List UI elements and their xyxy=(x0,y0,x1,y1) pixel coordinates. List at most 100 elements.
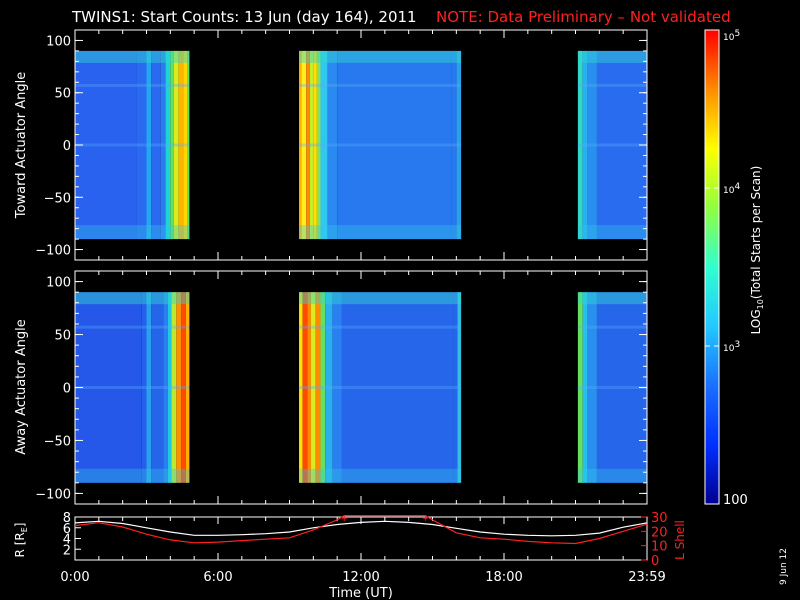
mid-segment-0-stripe-0 xyxy=(75,292,142,483)
mid-segment-1-stripe-2 xyxy=(307,292,311,483)
top-ytick-label-4: −100 xyxy=(35,244,71,259)
top-segment-1-stripe-1 xyxy=(301,50,307,240)
bot-ytick-label-0: 2 xyxy=(63,543,71,558)
bot-ytick-r-label-3: 30 xyxy=(651,511,668,526)
mid-segment-0-stripe-7 xyxy=(176,292,182,483)
mid-segment-1-stripe-10 xyxy=(457,292,462,483)
mid-edge-bottom-1 xyxy=(299,468,462,483)
mid-segment-0-stripe-8 xyxy=(181,292,186,483)
top-segment-2-stripe-3 xyxy=(596,50,647,240)
top-ytick-label-0: 100 xyxy=(46,34,71,49)
mid-ytick-label-2: 0 xyxy=(63,382,71,397)
mid-segment-0-stripe-1 xyxy=(141,292,147,483)
top-edge-bottom-0 xyxy=(75,225,190,240)
mid-segment-2-stripe-0 xyxy=(577,292,583,483)
mid-segment-2-stripe-2 xyxy=(587,292,597,483)
mid-segment-1-stripe-8 xyxy=(341,292,454,483)
top-ytick-label-2: 0 xyxy=(63,139,71,154)
top-band-0-0 xyxy=(75,143,190,147)
bot-xtick-label-3: 18:00 xyxy=(485,570,522,585)
heatmap-panel-middle: 100 50 0 −50 −100 Away Actuator Angle xyxy=(14,270,648,505)
side-date: 9 Jun 12 xyxy=(779,548,789,585)
ylabel-away: Away Actuator Angle xyxy=(14,319,29,454)
mid-segment-1-stripe-9 xyxy=(453,292,458,483)
top-segment-1-stripe-4 xyxy=(313,50,317,240)
chart-title: TWINS1: Start Counts: 13 Jun (day 164), … xyxy=(71,8,417,26)
top-segment-0-stripe-0 xyxy=(75,50,137,240)
bot-ytick-r-label-2: 20 xyxy=(651,525,668,540)
top-segment-2-stripe-0 xyxy=(577,50,583,240)
top-ytick-label-3: −50 xyxy=(44,191,71,206)
top-segment-1-stripe-9 xyxy=(451,50,457,240)
mid-edge-top-1 xyxy=(299,292,462,305)
top-segment-1-stripe-3 xyxy=(309,50,314,240)
top-segment-0-stripe-10 xyxy=(187,50,190,240)
top-band-2-0 xyxy=(577,143,647,147)
mid-edge-bottom-0 xyxy=(75,468,190,483)
mid-segment-2-stripe-1 xyxy=(582,292,588,483)
bot-ytick-r-label-0: 0 xyxy=(651,554,659,569)
top-segment-1-stripe-2 xyxy=(306,50,310,240)
top-segment-0-stripe-4 xyxy=(160,50,166,240)
mid-edge-top-0 xyxy=(75,292,190,305)
top-edge-bottom-2 xyxy=(577,225,647,240)
mid-segment-0-stripe-6 xyxy=(171,292,177,483)
top-segment-1-stripe-8 xyxy=(337,50,452,240)
top-edge-top-2 xyxy=(577,50,647,63)
top-segment-0-stripe-7 xyxy=(173,50,179,240)
top-segment-0-stripe-8 xyxy=(178,50,184,240)
mid-segment-1-stripe-5 xyxy=(320,292,326,483)
mid-band-2-0 xyxy=(577,386,647,389)
mid-segment-1-stripe-0 xyxy=(299,292,303,483)
lshell-clip-marker-1: + xyxy=(422,514,429,523)
top-ytick-label-1: 50 xyxy=(54,87,71,102)
mid-segment-2-stripe-3 xyxy=(596,292,647,483)
top-segment-1-stripe-7 xyxy=(327,50,338,240)
mid-band-0-0 xyxy=(75,386,190,389)
mid-segment-1-stripe-1 xyxy=(302,292,308,483)
top-edge-top-0 xyxy=(75,50,190,63)
top-band-1-1 xyxy=(299,83,462,87)
mid-edge-top-2 xyxy=(577,292,647,305)
top-segment-0-stripe-6 xyxy=(170,50,174,240)
mid-segment-0-stripe-5 xyxy=(167,292,172,483)
top-segment-1-stripe-10 xyxy=(456,50,462,240)
colorbar-label: LOG10(Total Starts per Scan) xyxy=(749,166,765,335)
colorbar: 105 104 103 100 LOG10(Total Starts per Scan… xyxy=(704,29,765,508)
top-segment-0-stripe-2 xyxy=(146,50,152,240)
mid-ytick-label-1: 50 xyxy=(54,329,71,344)
lshell-clip-marker-0: + xyxy=(341,514,348,523)
bot-xtick-label-0: 0:00 xyxy=(60,570,89,585)
top-edge-bottom-1 xyxy=(299,225,462,240)
mid-segment-0-stripe-3 xyxy=(151,292,164,483)
mid-band-1-1 xyxy=(299,325,462,329)
line-series-r xyxy=(74,520,648,537)
preliminary-note: NOTE: Data Preliminary – Not validated xyxy=(436,8,731,26)
colorbar-tick-label-0: 105 xyxy=(723,29,740,43)
bot-ytick-label-3: 8 xyxy=(63,511,71,526)
top-edge-top-1 xyxy=(299,50,462,63)
mid-segment-0-stripe-2 xyxy=(146,292,152,483)
mid-segment-1-stripe-7 xyxy=(332,292,342,483)
ylabel-r: R [RE] xyxy=(13,523,29,558)
bot-ytick-r-label-1: 10 xyxy=(651,540,668,555)
bot-xtick-label-1: 6:00 xyxy=(203,570,232,585)
ylabel-lshell: L Shell xyxy=(673,520,687,560)
top-band-0-1 xyxy=(75,83,190,87)
top-segment-0-stripe-9 xyxy=(183,50,188,240)
top-segment-2-stripe-2 xyxy=(587,50,597,240)
colorbar-tick-label-1: 104 xyxy=(723,182,740,196)
mid-band-0-1 xyxy=(75,325,190,329)
mid-segment-0-stripe-4 xyxy=(163,292,168,483)
top-band-2-1 xyxy=(577,83,647,87)
heatmap-panel-top: 100 50 0 −50 −100 Toward Actuator Angle xyxy=(14,29,648,261)
mid-segment-1-stripe-3 xyxy=(310,292,316,483)
bot-xtick-label-4: 23:59 xyxy=(628,570,665,585)
mid-segment-1-stripe-6 xyxy=(325,292,333,483)
top-segment-0-stripe-5 xyxy=(165,50,171,240)
bot-ytick-label-2: 6 xyxy=(63,522,71,537)
mid-edge-bottom-2 xyxy=(577,468,647,483)
top-segment-1-stripe-5 xyxy=(316,50,321,240)
bot-xtick-label-2: 12:00 xyxy=(342,570,379,585)
